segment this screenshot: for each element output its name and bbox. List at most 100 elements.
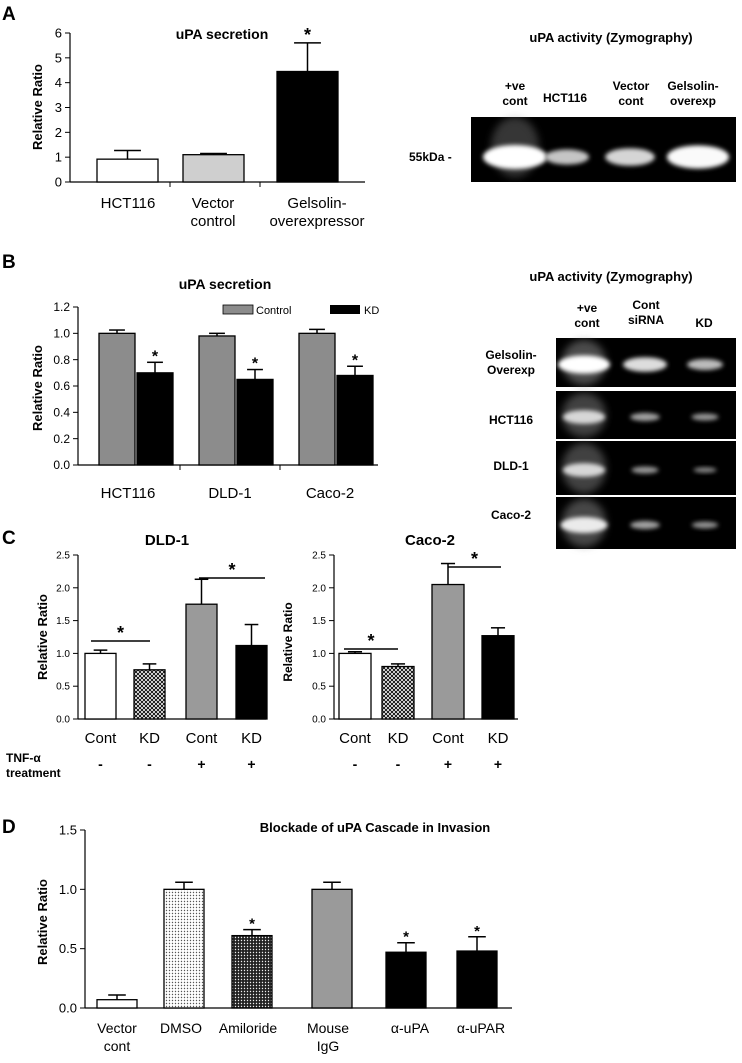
chart-d-bar [231, 934, 273, 1009]
chart-c1-ylabel: Relative Ratio [35, 594, 50, 680]
chart-b-y-tick-label: 0.6 [53, 379, 70, 393]
chart-d-bar [456, 950, 498, 1009]
panel-label-b: B [2, 252, 16, 273]
chart-c1-title: DLD-1 [145, 532, 189, 549]
chart-c1-y-tick-label: 2.5 [56, 551, 70, 562]
chart-b-y-tick-label: 0.4 [53, 406, 70, 420]
chart-a-bar [96, 158, 159, 183]
chart-c1-bar [133, 669, 166, 720]
chart-c2-y-tick-label: 2.5 [312, 551, 326, 562]
panel-label-a: A [2, 4, 16, 25]
zymo-a-marker: 55kDa - [409, 150, 452, 164]
chart-c2-bar [431, 583, 465, 720]
chart-b-y-tick-label: 1.2 [53, 300, 70, 314]
chart-a-y-tick-label: 4 [55, 75, 62, 90]
zymo-b-band [630, 520, 660, 530]
chart-b-significance-star: * [252, 356, 259, 373]
chart-a-y-tick-label: 3 [55, 100, 62, 115]
chart-b-category-caco2: Caco-2 [306, 485, 354, 502]
chart-d-bar [385, 951, 427, 1009]
chart-c1-category-label: Cont [85, 730, 118, 747]
chart-a-bar [182, 154, 245, 183]
chart-c2-y-tick-label: 1.0 [312, 649, 326, 660]
zymo-a-band [483, 145, 547, 169]
chart-c-dld1: DLD-1 Relative Ratio 0.00.51.01.52.02.5 … [35, 532, 268, 772]
chart-c2-treatment-sign: + [444, 756, 452, 772]
chart-c1-axes: 0.0 0.5 1.0 1.5 2.0 2.5 [56, 551, 266, 726]
zymo-a-lane3-line1: Vector [613, 79, 650, 93]
chart-c2-category-label: KD [488, 730, 509, 747]
chart-b-category-hct116: HCT116 [101, 485, 156, 502]
legend-kd-swatch [330, 305, 360, 314]
chart-c2-treatment-sign: + [494, 756, 502, 772]
zymo-b-band [560, 517, 608, 533]
chart-c-caco2: Caco-2 Relative Ratio 0.0 0.5 1.0 1.5 2.0 2.5… [281, 532, 518, 772]
chart-b-y-tick-label: 0.2 [53, 432, 70, 446]
chart-b-title: uPA secretion [179, 276, 272, 292]
zymo-b-band [630, 412, 660, 422]
chart-c2-bars: Cont - KD - Cont + KD + * * [338, 549, 515, 772]
chart-d-y-tick-label: 0.5 [59, 941, 77, 956]
chart-b-significance-star: * [152, 348, 159, 365]
chart-d-category-vector-line2: cont [104, 1038, 131, 1054]
chart-c2-ylabel: Relative Ratio [281, 602, 295, 681]
legend-control-label: Control [256, 305, 291, 317]
chart-c2-title: Caco-2 [405, 532, 455, 549]
zymo-b-band [562, 463, 606, 477]
chart-a-title: uPA secretion [176, 26, 269, 42]
zymography-b: uPA activity (Zymography) +ve cont Cont … [485, 269, 736, 549]
chart-a-category-vector-line1: Vector [192, 195, 235, 212]
treatment-label-line1: TNF-α [6, 751, 41, 765]
chart-b-kd-bar [336, 374, 374, 466]
legend-kd-label: KD [364, 305, 379, 317]
chart-a-category-vector-line2: control [190, 213, 235, 230]
zymo-b-band [687, 359, 723, 370]
chart-c1-y-tick-label: 1.0 [56, 649, 70, 660]
zymo-a-lane4-line2: overexp [670, 94, 716, 108]
chart-d-y-tick-label: 1.0 [59, 882, 77, 897]
chart-c2-category-label: Cont [432, 730, 465, 747]
chart-b-kd-bar [236, 378, 274, 466]
chart-c2-y-tick-label: 0.0 [312, 715, 326, 726]
chart-b: uPA secretion Relative Ratio Control KD … [30, 276, 379, 502]
zymo-b-lane1-line1: +ve [577, 301, 598, 315]
zymo-a-lane1-line2: cont [502, 94, 527, 108]
chart-c2-bar [338, 652, 372, 720]
chart-b-control-bar [198, 335, 236, 466]
chart-c2-y-tick-label: 2.0 [312, 583, 326, 594]
chart-a: uPA secretion Relative Ratio 0 1 2 3 4 5 6 * H… [30, 25, 365, 230]
zymo-a-band [605, 148, 655, 166]
chart-a-y-tick-label: 6 [55, 26, 62, 41]
chart-b-bars: * * * [98, 328, 374, 466]
legend-control-swatch [222, 304, 254, 315]
chart-a-significance-star: * [304, 25, 311, 45]
zymo-b-lane2-line2: siRNA [628, 313, 664, 327]
zymo-b-row3-label: DLD-1 [493, 459, 529, 473]
chart-c1-category-label: KD [139, 730, 160, 747]
chart-d-significance-star: * [249, 916, 255, 933]
zymo-a-lane3-line2: cont [618, 94, 643, 108]
chart-a-category-gelsolin-line2: overexpressor [269, 213, 364, 230]
chart-c2-bar [381, 665, 415, 720]
zymo-b-lane3: KD [695, 316, 713, 330]
chart-d-bar [311, 888, 353, 1009]
chart-a-y-tick-label: 5 [55, 50, 62, 65]
chart-c1-bar [235, 644, 268, 720]
zymo-b-band [558, 355, 610, 374]
chart-c1-y-tick-label: 0.5 [56, 682, 70, 693]
chart-b-y-tick-label: 0.0 [53, 458, 70, 472]
chart-c2-treatment-sign: - [353, 756, 358, 772]
chart-c1-significance-star: * [117, 623, 124, 643]
chart-c1-bar [84, 652, 117, 720]
chart-a-ylabel: Relative Ratio [30, 64, 45, 150]
zymo-b-row1-line2: Overexp [487, 363, 535, 377]
chart-d-category-mouse-line2: IgG [317, 1038, 340, 1054]
zymo-b-gels [556, 338, 736, 549]
chart-b-y-tick-label: 0.8 [53, 353, 70, 367]
chart-c1-y-tick-label: 0.0 [56, 715, 70, 726]
chart-c1-bar [185, 603, 218, 720]
chart-a-category-hct116: HCT116 [101, 195, 156, 212]
zymo-b-row1-line1: Gelsolin- [485, 348, 536, 362]
chart-a-y-tick-label: 2 [55, 125, 62, 140]
